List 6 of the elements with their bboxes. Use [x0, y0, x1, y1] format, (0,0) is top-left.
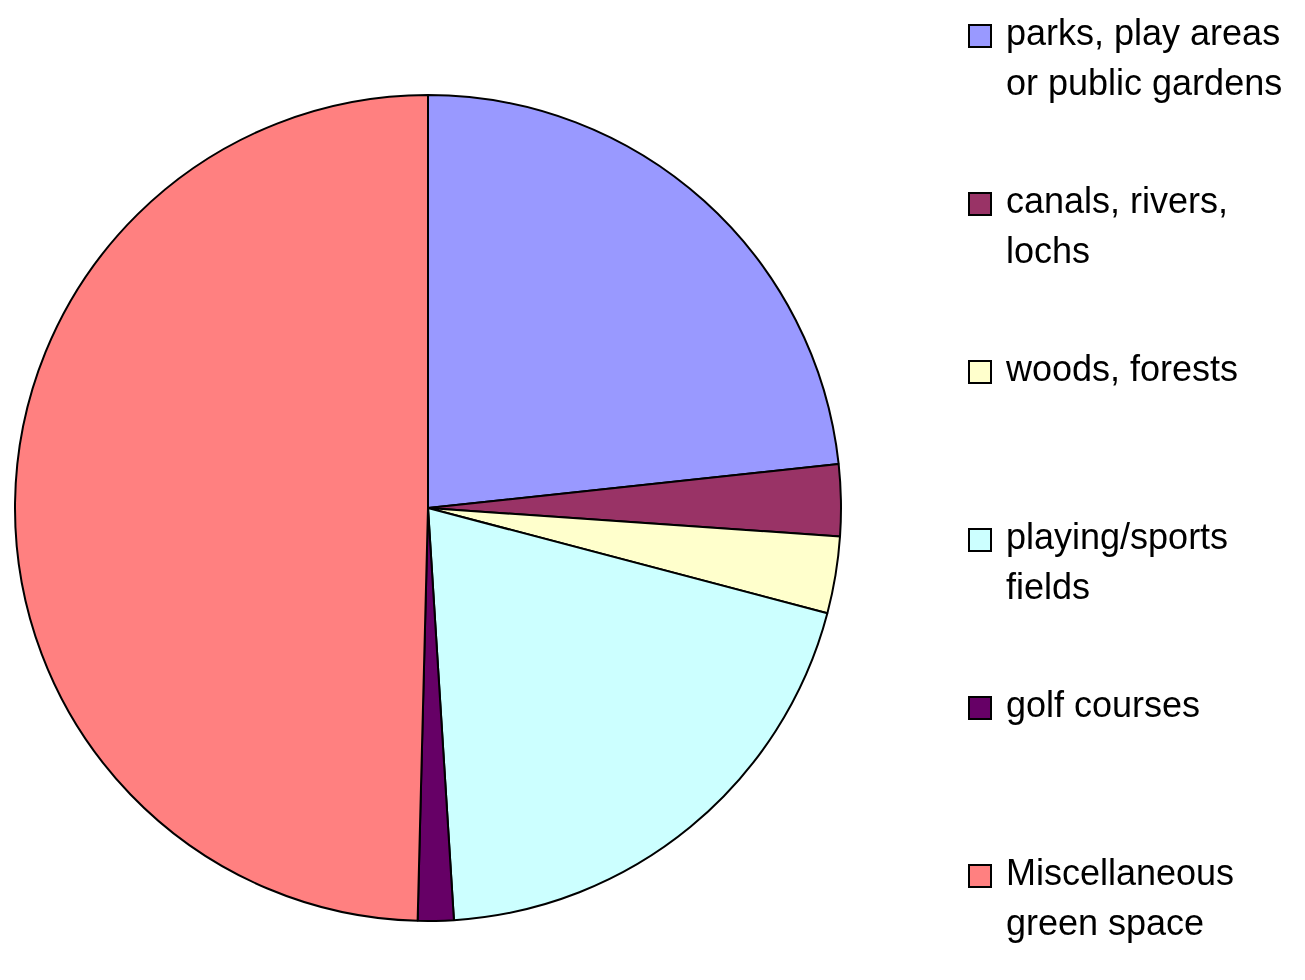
legend-label: canals, rivers, lochs [1006, 179, 1230, 273]
legend-label: woods, forests [1006, 347, 1239, 391]
legend-label: parks, play areas or public gardens [1006, 11, 1284, 105]
legend-label: playing/sports fields [1006, 515, 1230, 609]
legend-label: golf courses [1006, 683, 1201, 727]
legend-label: Miscellaneous green space [1006, 851, 1236, 945]
